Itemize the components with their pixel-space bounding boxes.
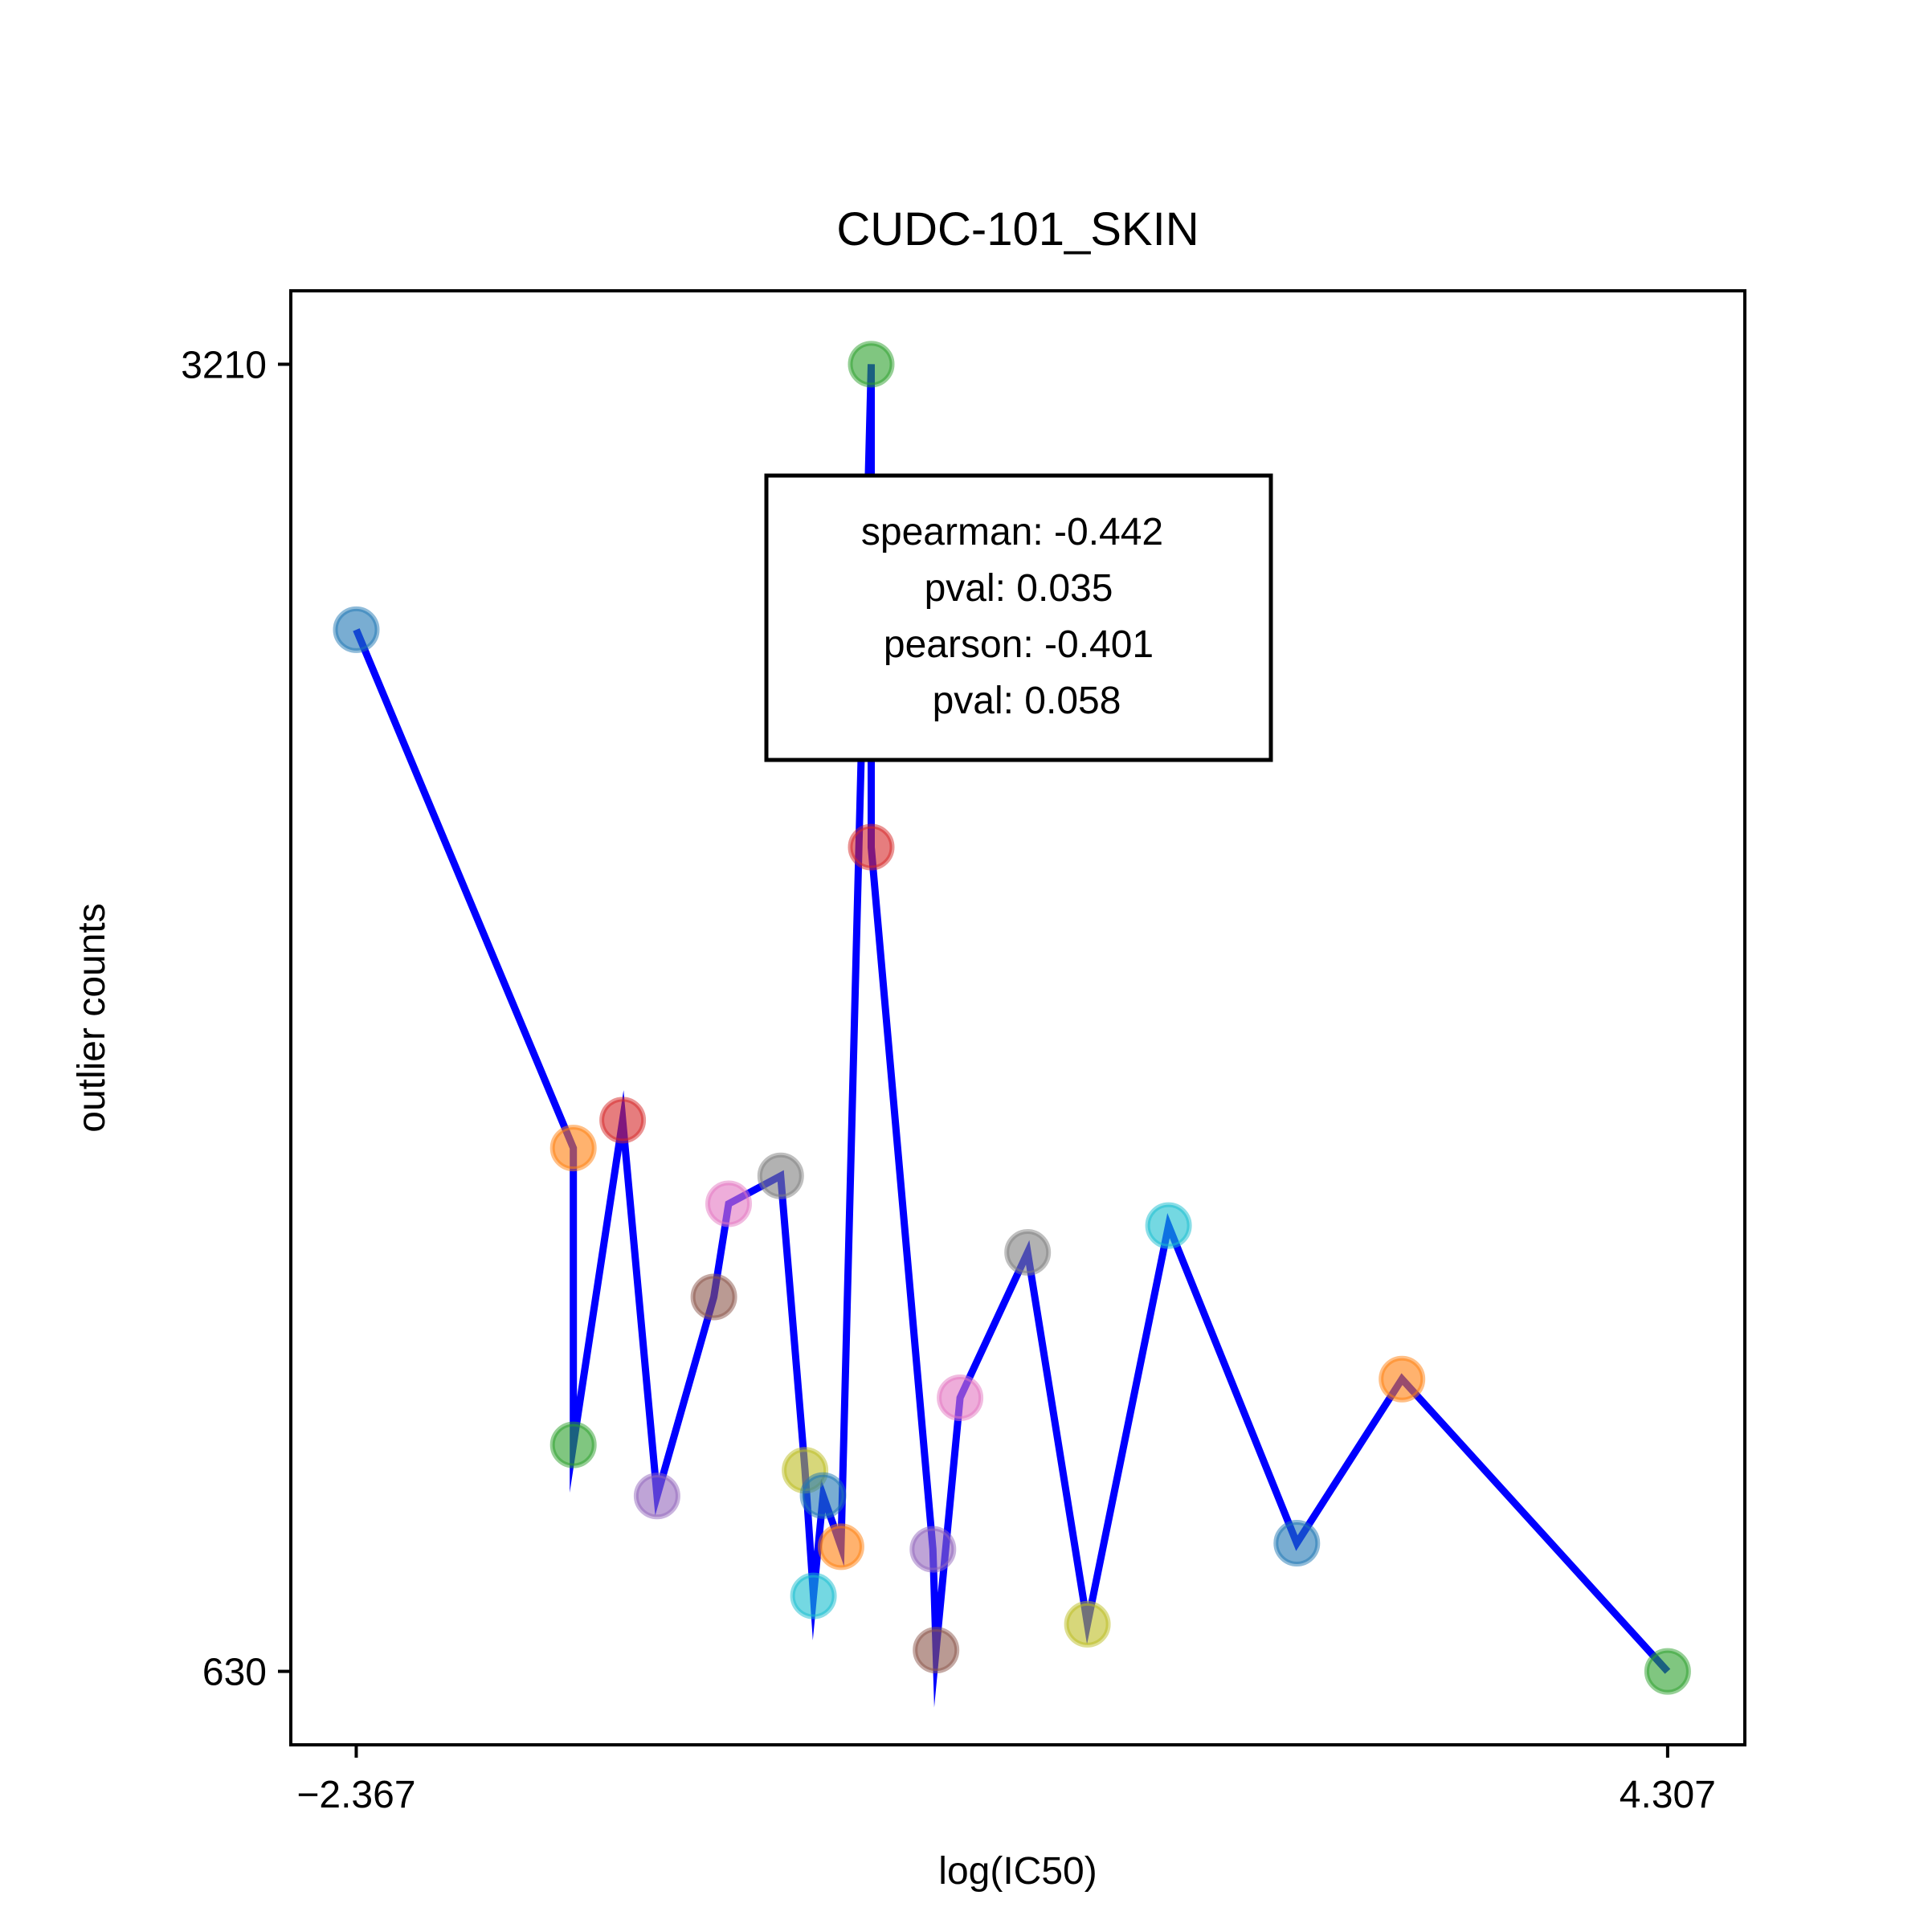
y-axis-label: outlier counts (71, 903, 113, 1133)
data-point-22 (1379, 1355, 1426, 1403)
data-point-1 (333, 606, 380, 653)
stats-pearson-pval: pval: 0.058 (933, 680, 1121, 722)
data-point-18 (1004, 1229, 1052, 1276)
data-point-10 (790, 1572, 837, 1620)
x-axis-label: log(IC50) (938, 1850, 1097, 1893)
data-point-8 (757, 1152, 804, 1199)
stats-spearman: spearman: -0.442 (861, 511, 1163, 553)
stats-box-frame (764, 473, 1273, 762)
data-point-15 (909, 1526, 957, 1573)
data-point-17 (937, 1374, 984, 1421)
data-point-3 (549, 1421, 597, 1468)
data-point-4 (599, 1097, 647, 1144)
data-point-16 (913, 1627, 960, 1674)
data-point-12 (817, 1523, 864, 1571)
chart-title: CUDC-101_SKIN (836, 203, 1199, 255)
y-tick-layer: 630 3210 (181, 344, 291, 1694)
point-layer (333, 341, 1691, 1695)
data-point-13 (848, 341, 895, 388)
data-point-2 (549, 1125, 597, 1172)
data-point-19 (1064, 1600, 1111, 1648)
x-tick-layer: −2.367 4.307 (296, 1745, 1716, 1816)
x-tick-label-1: −2.367 (296, 1774, 415, 1816)
data-point-6 (690, 1273, 737, 1321)
stats-pearson: pearson: -0.401 (884, 623, 1154, 666)
stats-box: spearman: -0.442 pval: 0.035 pearson: -0… (764, 473, 1273, 762)
y-tick-label-1: 630 (202, 1652, 267, 1694)
plot-frame (289, 289, 1746, 1746)
data-point-21 (1273, 1520, 1321, 1566)
stats-spearman-pval: pval: 0.035 (925, 567, 1113, 610)
data-point-14 (848, 823, 895, 871)
data-point-7 (705, 1180, 752, 1227)
data-point-5 (633, 1472, 680, 1520)
data-point-23 (1644, 1648, 1691, 1695)
y-tick-label-2: 3210 (181, 344, 267, 386)
x-tick-label-2: 4.307 (1620, 1774, 1716, 1816)
data-point-20 (1145, 1202, 1192, 1249)
data-point-11 (799, 1472, 847, 1519)
